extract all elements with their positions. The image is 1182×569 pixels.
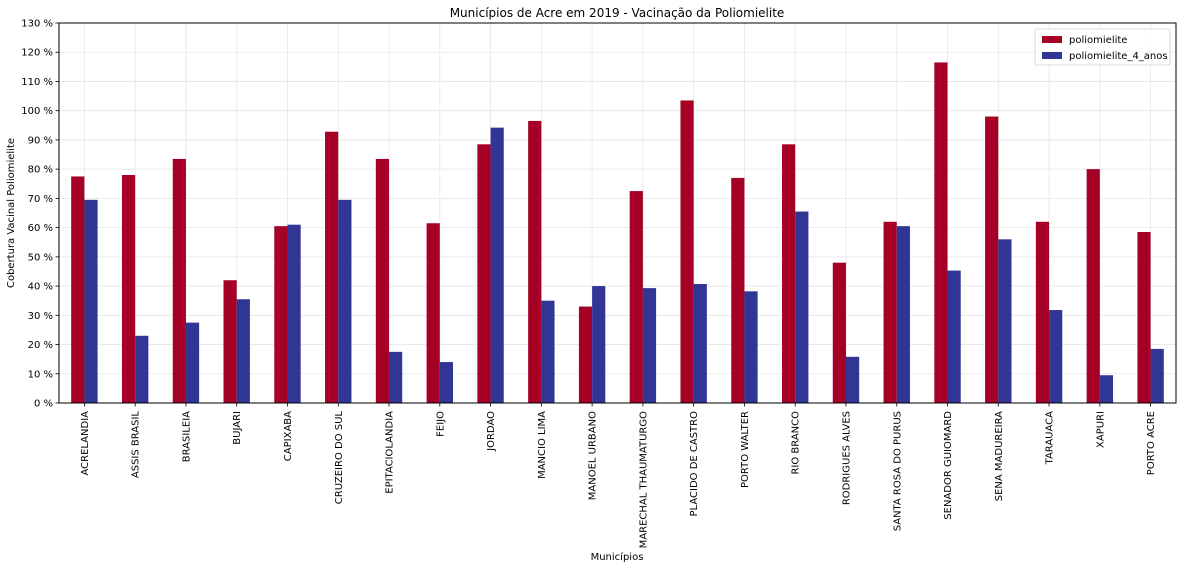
bar-poliomielite	[934, 62, 948, 403]
bar-poliomielite	[629, 191, 643, 403]
bar-poliomielite-4-anos	[845, 356, 860, 403]
x-tick-label: ACRELANDIA	[80, 411, 91, 476]
legend: poliomielite poliomielite_4_anos	[1034, 28, 1171, 66]
y-ticks: 0 % 10 % 20 % 30 % 40 % 50 % 60 % 70 % 80 % 90 % 1…	[21, 19, 59, 410]
bar-poliomielite-4-anos	[795, 211, 809, 403]
y-tick-label: 50 %	[28, 252, 53, 263]
bar-poliomielite-4-anos	[744, 291, 758, 403]
y-tick-label: 120 %	[21, 48, 53, 59]
x-ticks: ACRELANDIA ASSIS BRASIL BRASILEIA BUJARI CAP…	[80, 403, 1157, 548]
bar-poliomielite-4-anos	[693, 284, 707, 403]
legend-label: poliomielite_4_anos	[1069, 51, 1168, 62]
bar-poliomielite-4-anos	[541, 300, 555, 403]
bar-poliomielite-4-anos	[439, 362, 453, 403]
bar-poliomielite-4-anos	[642, 288, 657, 403]
x-tick-label: FEIJO	[435, 411, 446, 437]
y-tick-label: 100 %	[21, 106, 53, 117]
bar-poliomielite-4-anos	[998, 239, 1012, 403]
x-tick-label: RIO BRANCO	[791, 411, 802, 475]
bar-poliomielite-4-anos	[84, 199, 98, 403]
bar-poliomielite-4-anos	[1099, 375, 1114, 403]
plot-frame	[58, 22, 1177, 404]
bar-poliomielite	[1137, 232, 1151, 403]
x-tick-label: MARECHAL THAUMATURGO	[638, 411, 649, 548]
bar-poliomielite	[528, 120, 542, 403]
x-tick-label: SANTA ROSA DO PURUS	[892, 411, 903, 531]
x-tick-label: JORDAO	[486, 411, 497, 452]
bar-poliomielite	[578, 306, 593, 403]
bar-poliomielite	[71, 176, 85, 403]
legend-label: poliomielite	[1069, 35, 1127, 46]
x-tick-label: CAPIXABA	[283, 411, 294, 461]
x-axis-label: Municípios	[591, 551, 644, 563]
bar-poliomielite-4-anos	[135, 335, 149, 403]
x-tick-label: PORTO ACRE	[1146, 411, 1157, 475]
x-tick-label: RODRIGUES ALVES	[841, 411, 852, 505]
x-tick-label: MANOEL URBANO	[588, 411, 599, 500]
x-tick-label: SENA MADUREIRA	[994, 411, 1005, 501]
bar-poliomielite	[426, 223, 440, 403]
y-tick-label: 0 %	[34, 399, 53, 410]
bar-poliomielite-4-anos	[947, 270, 961, 403]
y-tick-label: 10 %	[28, 369, 53, 380]
bar-poliomielite-4-anos	[896, 226, 910, 403]
bar-poliomielite	[325, 131, 339, 403]
legend-swatch	[1042, 52, 1062, 59]
x-tick-label: BRASILEIA	[181, 411, 192, 462]
legend-box	[1034, 28, 1171, 66]
bar-poliomielite	[121, 175, 136, 403]
bar-poliomielite	[883, 221, 897, 403]
bar-poliomielite-4-anos	[287, 224, 301, 403]
x-tick-label: ASSIS BRASIL	[131, 411, 142, 479]
y-axis-label: Cobertura Vacinal Poliomielite	[6, 138, 17, 288]
bar-poliomielite	[832, 262, 846, 403]
bar-poliomielite	[172, 158, 186, 403]
x-tick-label: TARAUACA	[1045, 411, 1056, 466]
y-tick-label: 70 %	[28, 194, 53, 205]
y-tick-label: 60 %	[28, 223, 53, 234]
bar-poliomielite-4-anos	[1150, 348, 1164, 403]
bar-poliomielite-4-anos	[338, 199, 352, 403]
bar-poliomielite	[274, 226, 288, 403]
bar-poliomielite	[985, 116, 999, 404]
bar-poliomielite	[223, 280, 237, 403]
bar-poliomielite	[1035, 221, 1050, 403]
y-tick-label: 130 %	[21, 19, 53, 30]
x-tick-label: PORTO WALTER	[740, 411, 751, 488]
bar-poliomielite-4-anos	[490, 127, 504, 404]
bar-poliomielite-4-anos	[1049, 310, 1063, 403]
x-tick-label: SENADOR GUIOMARD	[943, 411, 954, 520]
x-tick-label: CRUZEIRO DO SUL	[334, 411, 345, 505]
bars	[71, 62, 1164, 404]
x-tick-label: XAPURI	[1095, 411, 1106, 448]
x-tick-label: BUJARI	[232, 411, 243, 445]
y-tick-label: 30 %	[28, 311, 53, 322]
bar-poliomielite	[477, 144, 491, 404]
bar-poliomielite	[680, 100, 694, 403]
bar-poliomielite-4-anos	[236, 299, 250, 403]
bar-poliomielite-4-anos	[185, 322, 200, 403]
legend-swatch	[1042, 36, 1062, 43]
bar-poliomielite-4-anos	[389, 351, 403, 403]
y-tick-label: 80 %	[28, 165, 53, 176]
x-tick-label: PLACIDO DE CASTRO	[689, 411, 700, 517]
y-tick-label: 90 %	[28, 135, 53, 146]
bar-poliomielite	[782, 144, 796, 404]
bar-poliomielite	[1086, 169, 1100, 403]
bar-poliomielite-4-anos	[592, 286, 606, 403]
y-tick-label: 110 %	[21, 77, 53, 88]
bar-poliomielite	[731, 177, 745, 403]
bar-poliomielite	[375, 158, 390, 403]
x-tick-label: MANCIO LIMA	[537, 411, 548, 479]
chart-title: Municípios de Acre em 2019 - Vacinação d…	[450, 6, 785, 20]
axes	[58, 22, 1177, 404]
y-tick-label: 40 %	[28, 282, 53, 293]
y-tick-label: 20 %	[28, 340, 53, 351]
x-tick-label: EPITACIOLANDIA	[385, 411, 396, 494]
